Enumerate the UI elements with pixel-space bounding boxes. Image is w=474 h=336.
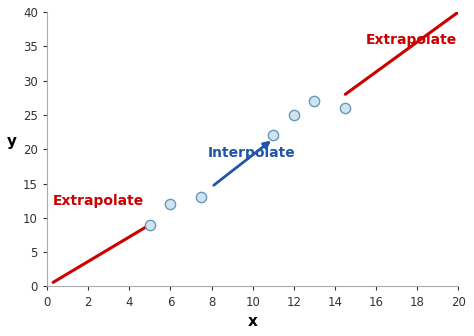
Point <box>290 112 298 118</box>
Text: Extrapolate: Extrapolate <box>53 194 145 208</box>
Y-axis label: y: y <box>7 134 17 149</box>
Point <box>270 133 277 138</box>
Point <box>310 98 318 104</box>
Text: Extrapolate: Extrapolate <box>366 33 457 46</box>
Point <box>341 106 349 111</box>
Point <box>167 201 174 207</box>
Text: Interpolate: Interpolate <box>208 145 295 160</box>
Point <box>198 195 205 200</box>
X-axis label: x: x <box>248 314 258 329</box>
Point <box>146 222 154 227</box>
